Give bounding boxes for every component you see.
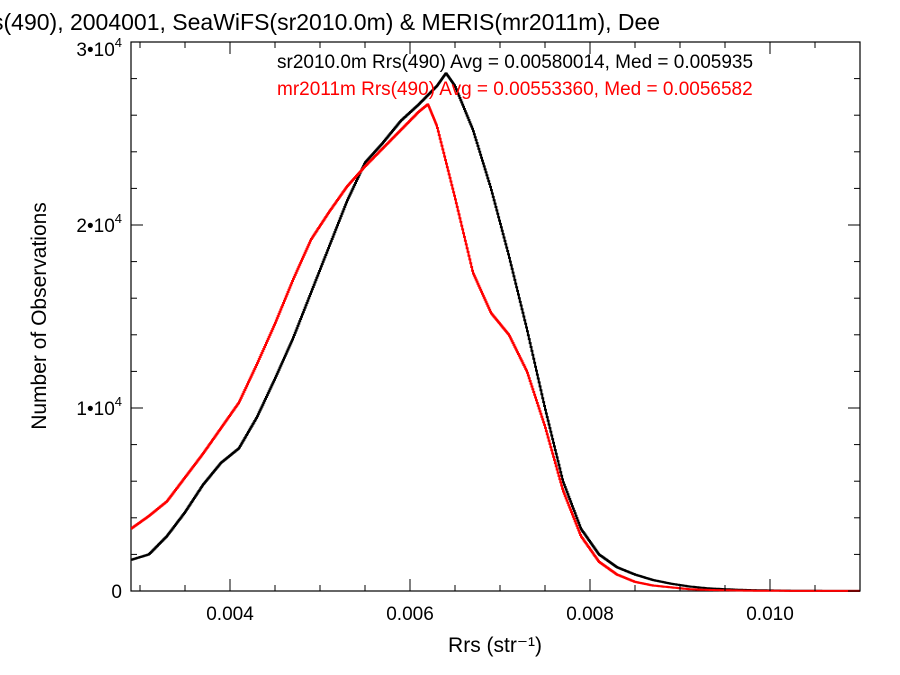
y-tick-label: 3•104	[76, 35, 122, 61]
legend-entry: mr2011m Rrs(490) Avg = 0.00553360, Med =…	[277, 79, 753, 100]
y-axis-label: Number of Observations	[28, 202, 51, 430]
x-tick-label: 0.006	[386, 604, 434, 625]
series-line-1	[130, 103, 860, 592]
y-tick-label: 2•104	[76, 211, 122, 237]
series-layer	[130, 72, 860, 592]
x-axis-label: Rrs (str⁻¹)	[448, 634, 542, 657]
x-tick-label: 0.008	[566, 604, 614, 625]
plot-frame	[130, 41, 861, 592]
x-tick-label: 0.004	[206, 604, 254, 625]
y-tick-label: 0	[111, 582, 122, 603]
series-line-0	[130, 72, 860, 592]
y-tick-label: 1•104	[76, 394, 122, 420]
chart-title: s(490), 2004001, SeaWiFS(sr2010.0m) & ME…	[0, 9, 660, 35]
y-axis: 0 1•104 2•104 3•104	[76, 35, 860, 603]
x-axis: 0.004 0.006 0.008 0.010	[139, 42, 861, 625]
legend-entry: sr2010.0m Rrs(490) Avg = 0.00580014, Med…	[277, 52, 753, 73]
legend: sr2010.0m Rrs(490) Avg = 0.00580014, Med…	[277, 52, 753, 100]
x-tick-label: 0.010	[746, 604, 794, 625]
